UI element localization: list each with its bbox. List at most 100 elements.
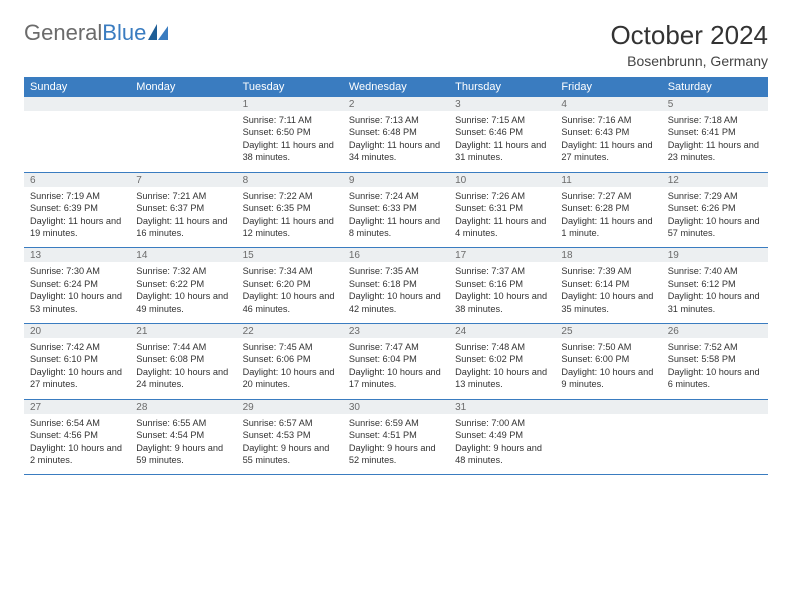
daynum-cell: 18 [555,248,661,263]
title-block: October 2024 Bosenbrunn, Germany [610,20,768,69]
daynum-cell: 17 [449,248,555,263]
sunrise-text: Sunrise: 7:50 AM [561,341,655,353]
daylight-text: Daylight: 10 hours and 42 minutes. [349,290,443,315]
sunset-text: Sunset: 6:50 PM [243,126,337,138]
daynum-cell: 7 [130,172,236,187]
sunrise-text: Sunrise: 7:24 AM [349,190,443,202]
day-cell: Sunrise: 7:42 AMSunset: 6:10 PMDaylight:… [24,338,130,399]
day-cell [555,414,661,475]
weekday-header-row: Sunday Monday Tuesday Wednesday Thursday… [24,77,768,97]
sunrise-text: Sunrise: 7:52 AM [668,341,762,353]
sunset-text: Sunset: 6:10 PM [30,353,124,365]
daynum-cell: 29 [237,399,343,414]
sunrise-text: Sunrise: 7:37 AM [455,265,549,277]
daylight-text: Daylight: 11 hours and 31 minutes. [455,139,549,164]
daynum-cell [555,399,661,414]
sunset-text: Sunset: 6:31 PM [455,202,549,214]
sunset-text: Sunset: 6:41 PM [668,126,762,138]
daylight-text: Daylight: 9 hours and 48 minutes. [455,442,549,467]
daylight-text: Daylight: 11 hours and 8 minutes. [349,215,443,240]
daynum-cell: 26 [662,324,768,339]
sunset-text: Sunset: 6:22 PM [136,278,230,290]
daynum-cell: 9 [343,172,449,187]
sunrise-text: Sunrise: 7:26 AM [455,190,549,202]
daylight-text: Daylight: 10 hours and 46 minutes. [243,290,337,315]
daynum-cell: 25 [555,324,661,339]
sunrise-text: Sunrise: 7:48 AM [455,341,549,353]
daylight-text: Daylight: 10 hours and 2 minutes. [30,442,124,467]
daynum-cell: 3 [449,97,555,111]
daynum-cell: 19 [662,248,768,263]
daylight-text: Daylight: 10 hours and 57 minutes. [668,215,762,240]
daynum-cell: 22 [237,324,343,339]
daynum-row: 13141516171819 [24,248,768,263]
sunrise-text: Sunrise: 6:57 AM [243,417,337,429]
sunrise-text: Sunrise: 7:45 AM [243,341,337,353]
daynum-cell: 24 [449,324,555,339]
daylight-text: Daylight: 11 hours and 12 minutes. [243,215,337,240]
daynum-cell: 20 [24,324,130,339]
daylight-text: Daylight: 11 hours and 34 minutes. [349,139,443,164]
day-cell: Sunrise: 6:57 AMSunset: 4:53 PMDaylight:… [237,414,343,475]
daylight-text: Daylight: 10 hours and 6 minutes. [668,366,762,391]
sunrise-text: Sunrise: 7:13 AM [349,114,443,126]
sunset-text: Sunset: 6:18 PM [349,278,443,290]
sunrise-text: Sunrise: 7:32 AM [136,265,230,277]
daylight-text: Daylight: 11 hours and 4 minutes. [455,215,549,240]
logo-text-blue: Blue [102,20,146,46]
daynum-cell: 2 [343,97,449,111]
daylight-text: Daylight: 10 hours and 53 minutes. [30,290,124,315]
weekday-header: Saturday [662,77,768,97]
month-title: October 2024 [610,20,768,51]
daylight-text: Daylight: 10 hours and 17 minutes. [349,366,443,391]
day-cell: Sunrise: 7:22 AMSunset: 6:35 PMDaylight:… [237,187,343,248]
logo-text-gray: General [24,20,102,46]
day-cell [130,111,236,172]
weekday-header: Friday [555,77,661,97]
sunrise-text: Sunrise: 7:00 AM [455,417,549,429]
day-cell: Sunrise: 7:27 AMSunset: 6:28 PMDaylight:… [555,187,661,248]
weekday-header: Monday [130,77,236,97]
daynum-cell: 16 [343,248,449,263]
content-row: Sunrise: 7:11 AMSunset: 6:50 PM Daylight:… [24,111,768,172]
content-row: Sunrise: 6:54 AMSunset: 4:56 PMDaylight:… [24,414,768,475]
daynum-cell: 23 [343,324,449,339]
daylight-text: Daylight: 10 hours and 38 minutes. [455,290,549,315]
daylight-text: Daylight: 9 hours and 55 minutes. [243,442,337,467]
daynum-cell: 4 [555,97,661,111]
daylight-text: Daylight: 10 hours and 49 minutes. [136,290,230,315]
sunset-text: Sunset: 4:54 PM [136,429,230,441]
weekday-header: Wednesday [343,77,449,97]
daynum-cell: 10 [449,172,555,187]
calendar-page: GeneralBlue October 2024 Bosenbrunn, Ger… [0,0,792,495]
daynum-row: 2728293031 [24,399,768,414]
daylight-text: Daylight: 10 hours and 35 minutes. [561,290,655,315]
day-cell: Sunrise: 6:55 AMSunset: 4:54 PMDaylight:… [130,414,236,475]
daynum-cell: 5 [662,97,768,111]
daynum-cell [24,97,130,111]
daynum-cell: 27 [24,399,130,414]
day-cell: Sunrise: 7:26 AMSunset: 6:31 PMDaylight:… [449,187,555,248]
day-cell: Sunrise: 7:16 AMSunset: 6:43 PMDaylight:… [555,111,661,172]
day-cell: Sunrise: 7:47 AMSunset: 6:04 PMDaylight:… [343,338,449,399]
sunrise-text: Sunrise: 7:11 AM [243,114,337,126]
day-cell: Sunrise: 7:11 AMSunset: 6:50 PMDaylight:… [237,111,343,172]
daylight-text: Daylight: 10 hours and 13 minutes. [455,366,549,391]
daynum-cell: 30 [343,399,449,414]
sunset-text: Sunset: 6:16 PM [455,278,549,290]
sunrise-text: Sunrise: 7:30 AM [30,265,124,277]
content-row: Sunrise: 7:30 AMSunset: 6:24 PMDaylight:… [24,262,768,323]
daylight-text: Daylight: 11 hours and 19 minutes. [30,215,124,240]
sunrise-text: Sunrise: 7:29 AM [668,190,762,202]
sunset-text: Sunset: 6:48 PM [349,126,443,138]
sunrise-text: Sunrise: 7:47 AM [349,341,443,353]
sunrise-text: Sunrise: 7:40 AM [668,265,762,277]
sunset-text: Sunset: 6:39 PM [30,202,124,214]
sunrise-text: Sunrise: 7:34 AM [243,265,337,277]
content-row: Sunrise: 7:19 AMSunset: 6:39 PMDaylight:… [24,187,768,248]
sunrise-text: Sunrise: 6:59 AM [349,417,443,429]
daynum-cell: 21 [130,324,236,339]
sunrise-text: Sunrise: 7:16 AM [561,114,655,126]
daylight-text: Daylight: 10 hours and 31 minutes. [668,290,762,315]
sunrise-text: Sunrise: 7:15 AM [455,114,549,126]
